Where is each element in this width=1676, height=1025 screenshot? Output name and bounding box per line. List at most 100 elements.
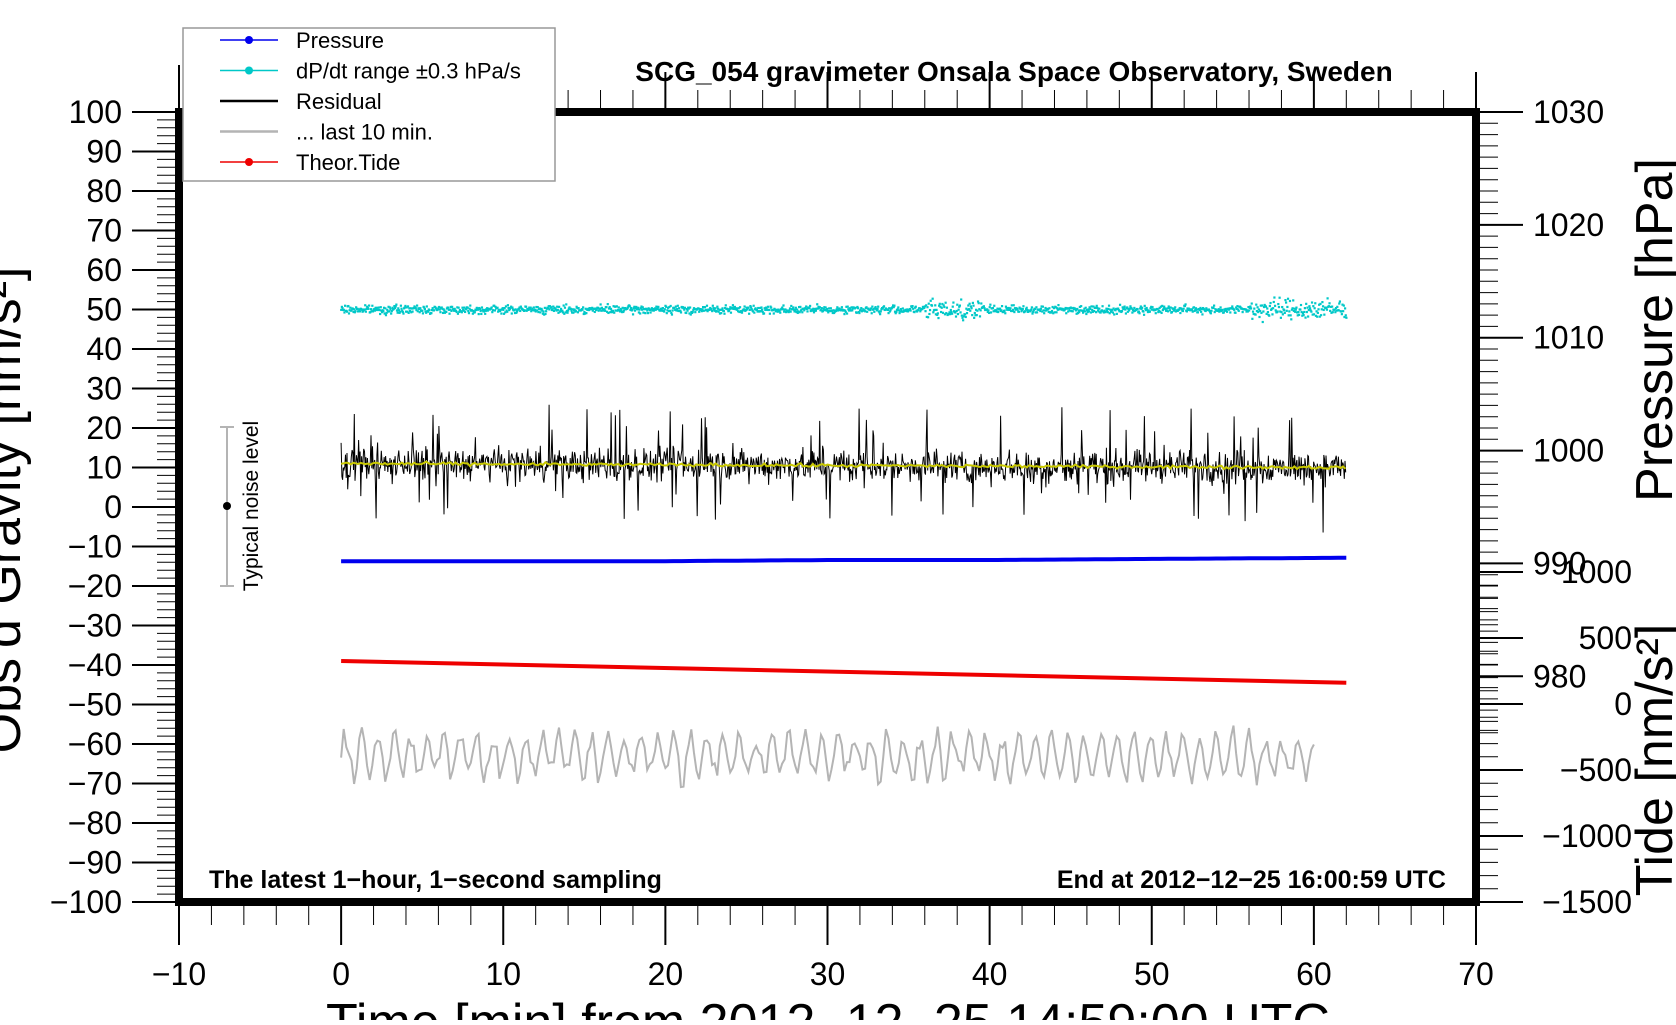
dpdt-point bbox=[1258, 315, 1261, 319]
dpdt-point bbox=[685, 307, 688, 311]
dpdt-point bbox=[465, 308, 468, 311]
dpdt-point bbox=[940, 306, 943, 309]
dpdt-point bbox=[591, 306, 594, 309]
dpdt-point bbox=[1307, 315, 1310, 318]
dpdt-point bbox=[752, 304, 755, 307]
dpdt-point bbox=[1048, 307, 1051, 310]
dpdt-point bbox=[831, 309, 834, 312]
dpdt-point bbox=[660, 309, 663, 312]
dpdt-point bbox=[816, 307, 819, 310]
dpdt-point bbox=[576, 311, 580, 314]
dpdt-point bbox=[385, 311, 388, 314]
dpdt-point bbox=[806, 310, 809, 313]
dpdt-point bbox=[1245, 310, 1248, 313]
dpdt-point bbox=[580, 309, 583, 312]
dpdt-point bbox=[613, 305, 616, 308]
dpdt-point bbox=[461, 306, 464, 309]
dpdt-point bbox=[941, 302, 944, 306]
dpdt-point bbox=[1268, 304, 1271, 308]
dpdt-point bbox=[1113, 313, 1116, 316]
dpdt-point bbox=[820, 307, 823, 310]
dpdt-point bbox=[665, 312, 668, 315]
dpdt-point bbox=[754, 307, 757, 310]
dpdt-point bbox=[712, 307, 715, 310]
dpdt-point bbox=[388, 310, 391, 313]
dpdt-point bbox=[379, 306, 382, 309]
dpdt-point bbox=[1124, 308, 1127, 311]
dpdt-point bbox=[502, 312, 506, 315]
dpdt-point bbox=[1334, 311, 1337, 314]
dpdt-point bbox=[1321, 301, 1324, 304]
dpdt-point bbox=[832, 309, 835, 312]
dpdt-point bbox=[1301, 314, 1304, 317]
dpdt-point bbox=[373, 309, 377, 312]
dpdt-point bbox=[599, 303, 602, 306]
dpdt-point bbox=[1244, 308, 1247, 311]
y-tide-tick-label: 1000 bbox=[1561, 554, 1632, 590]
dpdt-point bbox=[535, 305, 538, 309]
dpdt-point bbox=[997, 310, 1000, 314]
dpdt-point bbox=[364, 304, 367, 307]
dpdt-point bbox=[823, 308, 827, 312]
dpdt-point bbox=[701, 306, 705, 309]
dpdt-point bbox=[888, 310, 891, 313]
dpdt-point bbox=[1174, 306, 1177, 309]
dpdt-point bbox=[517, 307, 521, 310]
dpdt-point bbox=[923, 306, 926, 309]
dpdt-point bbox=[1071, 310, 1074, 313]
dpdt-point bbox=[635, 305, 638, 309]
dpdt-point bbox=[416, 310, 419, 313]
dpdt-point bbox=[594, 307, 597, 310]
dpdt-point bbox=[661, 306, 664, 310]
dpdt-point bbox=[1052, 307, 1056, 310]
dpdt-point bbox=[1225, 309, 1228, 312]
dpdt-point bbox=[1069, 306, 1072, 309]
noise-bar-center bbox=[223, 502, 231, 510]
dpdt-point bbox=[582, 306, 585, 309]
dpdt-point bbox=[768, 312, 771, 315]
dpdt-point bbox=[845, 312, 849, 315]
dpdt-point bbox=[1317, 308, 1320, 311]
dpdt-point bbox=[783, 310, 786, 313]
dpdt-point bbox=[716, 305, 719, 308]
dpdt-point bbox=[409, 307, 412, 310]
dpdt-point bbox=[572, 311, 575, 314]
dpdt-point bbox=[383, 312, 386, 315]
dpdt-point bbox=[1115, 312, 1118, 315]
dpdt-point bbox=[475, 308, 478, 312]
dpdt-point bbox=[1045, 309, 1048, 312]
dpdt-point bbox=[846, 305, 849, 308]
dpdt-point bbox=[1053, 311, 1056, 314]
dpdt-point bbox=[1032, 308, 1035, 312]
dpdt-point bbox=[386, 310, 390, 313]
dpdt-point bbox=[532, 309, 535, 312]
dpdt-point bbox=[802, 307, 805, 310]
dpdt-point bbox=[901, 310, 904, 313]
dpdt-point bbox=[449, 308, 452, 311]
dpdt-point bbox=[1020, 310, 1023, 313]
y-pressure-tick-label: 1030 bbox=[1533, 94, 1604, 130]
dpdt-point bbox=[1035, 306, 1038, 309]
dpdt-point bbox=[415, 304, 419, 307]
dpdt-point bbox=[924, 310, 927, 313]
dpdt-point bbox=[960, 314, 963, 317]
y-left-tick-label: −100 bbox=[50, 884, 122, 920]
dpdt-point bbox=[1291, 307, 1294, 310]
dpdt-point bbox=[1240, 307, 1244, 310]
dpdt-point bbox=[676, 307, 679, 311]
dpdt-point bbox=[930, 304, 934, 307]
dpdt-point bbox=[999, 307, 1002, 310]
dpdt-point bbox=[369, 311, 372, 314]
dpdt-point bbox=[1144, 307, 1147, 310]
dpdt-point bbox=[412, 306, 415, 310]
dpdt-point bbox=[639, 307, 642, 310]
dpdt-point bbox=[716, 307, 720, 310]
dpdt-point bbox=[706, 310, 709, 313]
dpdt-point bbox=[698, 310, 701, 313]
dpdt-point bbox=[897, 306, 900, 309]
dpdt-point bbox=[918, 307, 921, 310]
dpdt-point bbox=[629, 308, 632, 311]
dpdt-point bbox=[711, 309, 714, 313]
dpdt-point bbox=[371, 310, 375, 313]
dpdt-point bbox=[1220, 310, 1223, 313]
